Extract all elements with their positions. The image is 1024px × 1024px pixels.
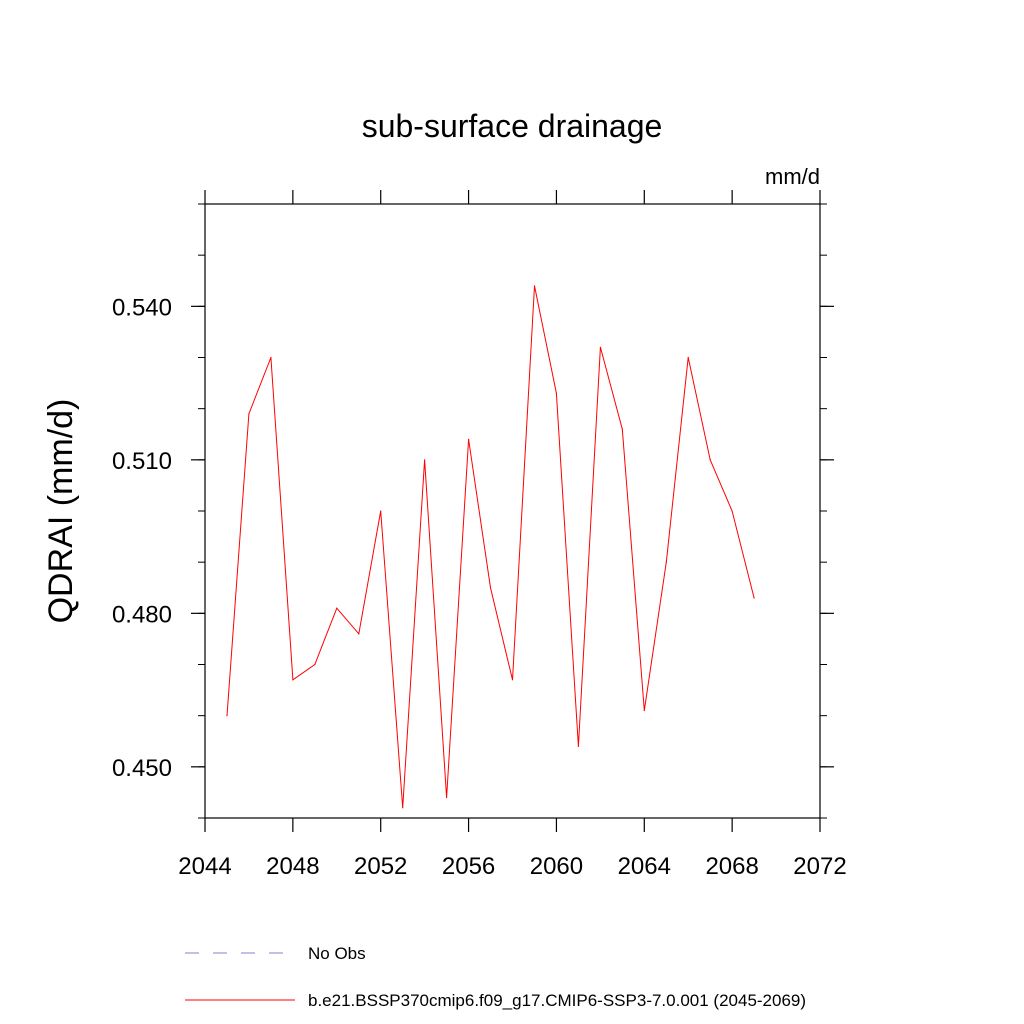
- data-point: [753, 597, 755, 599]
- x-tick-label: 2056: [442, 853, 495, 880]
- data-point: [424, 459, 426, 461]
- data-point: [643, 709, 645, 712]
- data-point: [380, 510, 382, 512]
- data-point: [336, 607, 338, 609]
- data-point: [555, 392, 558, 394]
- units-label: mm/d: [765, 164, 820, 189]
- data-point: [577, 745, 580, 748]
- legend: No Obs b.e21.BSSP370cmip6.f09_g17.CMIP6-S…: [185, 944, 806, 1010]
- chart-title: sub-surface drainage: [362, 108, 663, 144]
- y-axis-label: QDRAI (mm/d): [42, 399, 80, 624]
- data-point: [511, 679, 514, 681]
- data-point: [226, 715, 228, 717]
- x-tick-label: 2044: [178, 853, 231, 880]
- data-point: [358, 633, 360, 635]
- y-tick-label: 0.450: [112, 755, 172, 782]
- data-point: [468, 438, 470, 440]
- y-tick-label: 0.480: [112, 601, 172, 628]
- y-tick-label: 0.540: [112, 294, 172, 321]
- y-tick-label: 0.510: [112, 448, 172, 475]
- legend-label: No Obs: [308, 944, 366, 963]
- data-point: [731, 510, 733, 512]
- data-point: [446, 796, 448, 799]
- axis-ticks: 2044 2048 2052 2056 2060 2064 2068 2072 0.450 0.4…: [112, 190, 847, 880]
- x-tick-label: 2068: [705, 853, 758, 880]
- series-layer: [226, 285, 755, 809]
- data-point: [248, 413, 250, 415]
- x-tick-label: 2072: [793, 853, 846, 880]
- data-point: [599, 346, 602, 348]
- data-point: [687, 356, 689, 359]
- data-point: [270, 356, 272, 359]
- data-point: [621, 428, 623, 430]
- x-tick-label: 2064: [618, 853, 671, 880]
- legend-label: b.e21.BSSP370cmip6.f09_g17.CMIP6-SSP3-7.…: [308, 991, 806, 1010]
- plot-frame: [204, 203, 821, 819]
- data-point: [709, 459, 711, 461]
- series-line-0: [226, 285, 755, 808]
- data-point: [489, 587, 492, 589]
- data-point: [665, 561, 667, 563]
- data-point: [402, 807, 404, 809]
- data-point: [533, 285, 536, 287]
- x-tick-label: 2060: [530, 853, 583, 880]
- x-tick-label: 2048: [266, 853, 319, 880]
- data-point: [314, 663, 316, 666]
- data-point: [292, 679, 294, 681]
- x-tick-label: 2052: [354, 853, 407, 880]
